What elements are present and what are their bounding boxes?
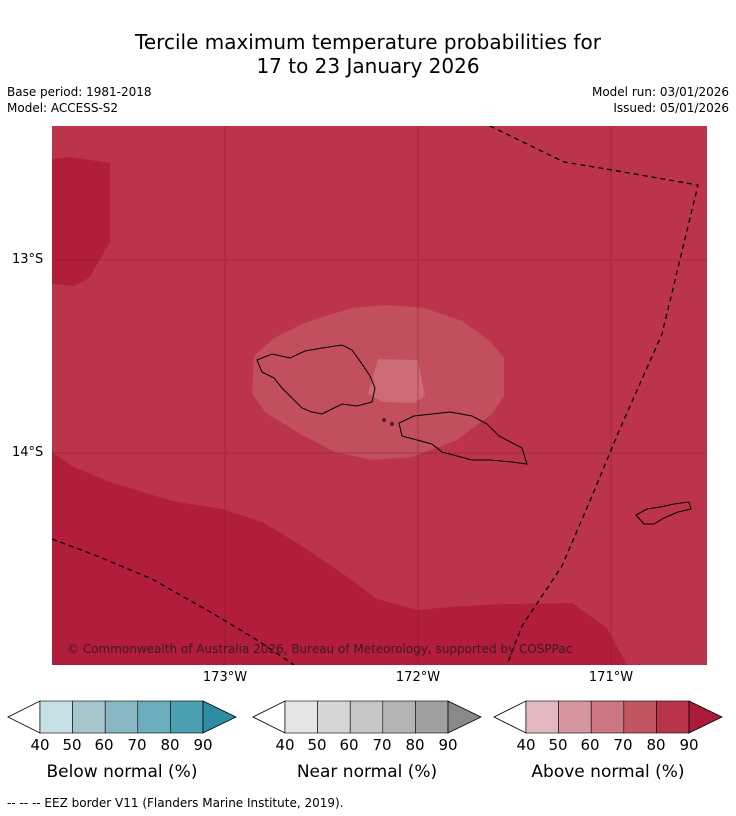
chart-title: Tercile maximum temperature probabilitie… <box>0 30 736 78</box>
lon-label-171w: 171°W <box>588 670 634 685</box>
title-line-1: Tercile maximum temperature probabilitie… <box>135 30 601 54</box>
colorbar-swatch <box>415 700 449 734</box>
tick: 90 <box>438 736 458 754</box>
colorbar-swatch <box>39 700 73 734</box>
colorbar-swatch <box>137 700 171 734</box>
tick: 90 <box>679 736 699 754</box>
colorbar-max-arrow <box>447 700 482 734</box>
meta-right: Model run: 03/01/2026 Issued: 05/01/2026 <box>592 84 729 116</box>
colorbar-min-arrow <box>493 700 527 734</box>
probability-map <box>52 126 707 665</box>
tick: 50 <box>548 736 568 754</box>
tutuila-coastline <box>635 501 692 525</box>
colorbar-swatch <box>284 700 318 734</box>
colorbar-below-normal: 40 50 60 70 80 90 Below normal (%) <box>7 700 237 782</box>
tick: 60 <box>94 736 114 754</box>
colorbar-above-ticks: 40 50 60 70 80 90 <box>493 736 723 756</box>
tick: 40 <box>516 736 536 754</box>
model-name: Model: ACCESS-S2 <box>7 101 119 115</box>
lon-label-172w: 172°W <box>395 670 441 685</box>
colorbar-above-normal: 40 50 60 70 80 90 Above normal (%) <box>493 700 723 782</box>
colorbar-swatch <box>656 700 690 734</box>
colorbar-min-arrow <box>252 700 286 734</box>
tick: 80 <box>405 736 425 754</box>
issued-date: Issued: 05/01/2026 <box>613 101 729 115</box>
colorbar-swatch <box>590 700 625 734</box>
tick: 70 <box>372 736 392 754</box>
colorbar-max-arrow <box>688 700 723 734</box>
colorbar-near-label: Near normal (%) <box>296 762 438 782</box>
colorbar-below-swatches <box>7 700 237 734</box>
meta-left: Base period: 1981-2018 Model: ACCESS-S2 <box>7 84 152 116</box>
lat-label-14s: 14°S <box>12 445 44 460</box>
tick: 80 <box>160 736 180 754</box>
tick: 80 <box>646 736 666 754</box>
colorbar-swatch <box>104 700 139 734</box>
colorbar-near-swatches <box>252 700 482 734</box>
colorbar-near-normal: 40 50 60 70 80 90 Near normal (%) <box>252 700 482 782</box>
colorbar-swatch <box>558 700 592 734</box>
tick: 40 <box>30 736 50 754</box>
region-60-core <box>368 359 425 403</box>
colorbar-swatch <box>623 700 657 734</box>
lat-label-13s: 13°S <box>12 252 44 267</box>
colorbar-swatch <box>525 700 559 734</box>
title-line-2: 17 to 23 January 2026 <box>256 54 480 78</box>
colorbar-below-ticks: 40 50 60 70 80 90 <box>7 736 237 756</box>
region-90-southwest <box>52 452 627 665</box>
region-90-northwest <box>52 157 110 286</box>
lon-label-173w: 173°W <box>202 670 248 685</box>
model-run: Model run: 03/01/2026 <box>591 85 729 99</box>
tick: 40 <box>275 736 295 754</box>
colorbar-max-arrow <box>202 700 237 734</box>
tick: 50 <box>307 736 327 754</box>
colorbar-swatch <box>317 700 351 734</box>
colorbar-near-ticks: 40 50 60 70 80 90 <box>252 736 482 756</box>
samoa-coastline <box>256 344 528 465</box>
colorbar-swatch <box>170 700 204 734</box>
colorbar-min-arrow <box>7 700 41 734</box>
colorbar-swatch <box>382 700 416 734</box>
copyright-credit: © Commonwealth of Australia 2026, Bureau… <box>67 642 573 656</box>
tick: 60 <box>580 736 600 754</box>
colorbar-above-swatches <box>493 700 723 734</box>
tick: 50 <box>62 736 82 754</box>
tick: 70 <box>127 736 147 754</box>
colorbar-swatch <box>349 700 384 734</box>
colorbar-swatch <box>72 700 106 734</box>
tick: 60 <box>339 736 359 754</box>
tick: 70 <box>613 736 633 754</box>
base-period: Base period: 1981-2018 <box>7 85 152 99</box>
eez-border <box>52 126 699 665</box>
gridlines <box>52 126 707 665</box>
eez-footnote: -- -- -- EEZ border V11 (Flanders Marine… <box>7 796 344 810</box>
colorbar-below-label: Below normal (%) <box>46 762 198 782</box>
tick: 90 <box>193 736 213 754</box>
colorbar-above-label: Above normal (%) <box>531 762 685 782</box>
